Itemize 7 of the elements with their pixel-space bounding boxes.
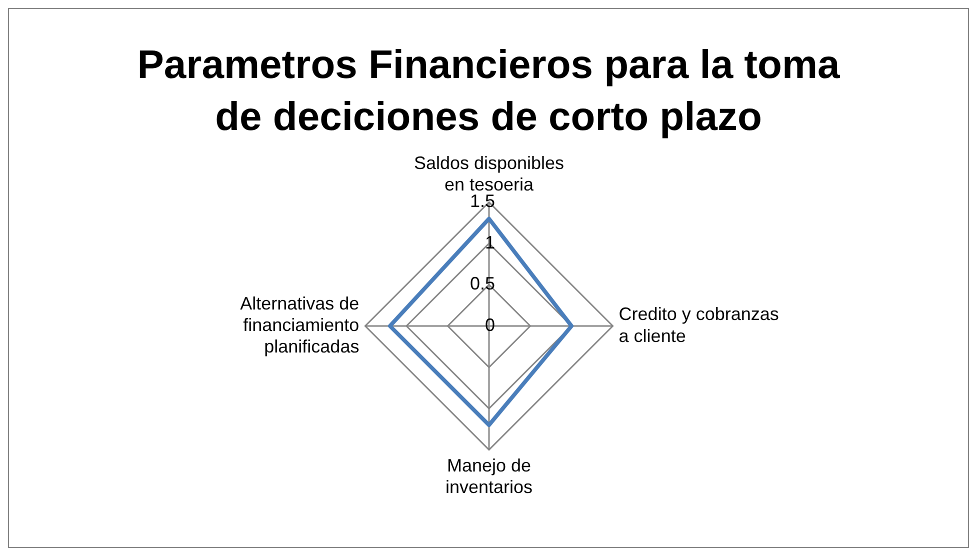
- y-tick-label: 1: [484, 232, 494, 252]
- chart-title: Parametros Financieros para la toma de deciciones de corto plazo: [136, 42, 841, 141]
- spoke-label: Alternativas de financiamiento planificadas: [240, 293, 359, 357]
- spoke-label: Credito y cobranzas a cliente: [618, 304, 778, 346]
- y-tick-label: 0.5: [469, 274, 494, 294]
- spoke-label: Manejo de inventarios: [444, 456, 532, 498]
- y-tick-label: 0: [484, 314, 494, 335]
